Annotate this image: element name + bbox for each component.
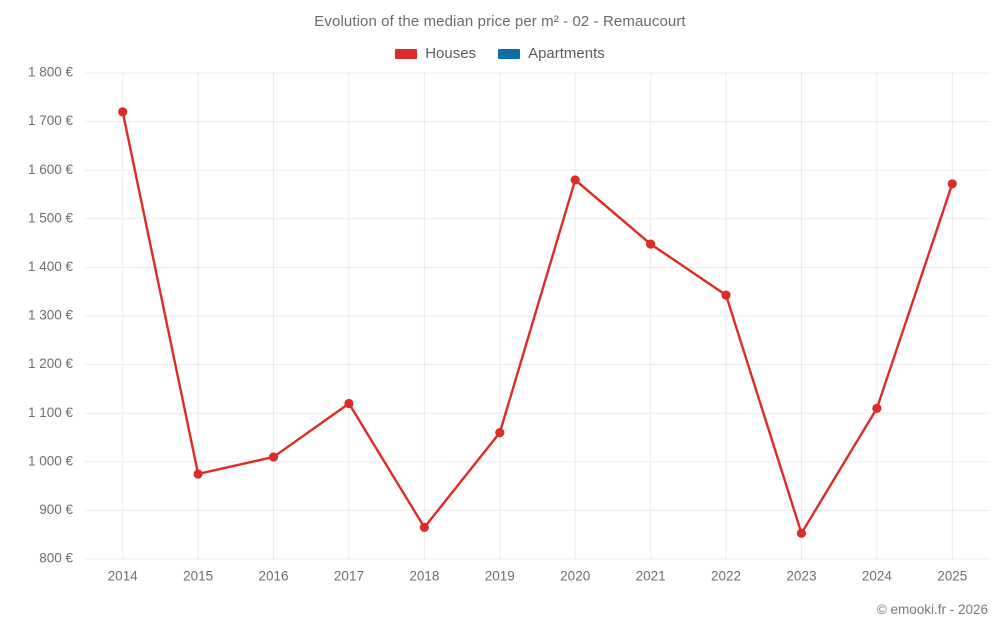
legend-label-apartments: Apartments xyxy=(528,45,605,62)
data-point[interactable] xyxy=(344,398,354,409)
chart-title: Evolution of the median price per m² - 0… xyxy=(314,13,686,30)
y-axis-tick-label: 1 700 € xyxy=(28,113,74,128)
legend-swatch-houses xyxy=(395,48,418,59)
data-point[interactable] xyxy=(796,528,807,538)
series-line-houses xyxy=(121,110,954,535)
legend-item-houses[interactable]: Houses xyxy=(395,45,476,62)
data-point[interactable] xyxy=(646,239,656,249)
x-axis-tick-label: 2016 xyxy=(259,569,289,584)
data-point[interactable] xyxy=(268,452,279,462)
data-point[interactable] xyxy=(947,179,957,189)
data-point[interactable] xyxy=(872,403,882,413)
data-point[interactable] xyxy=(721,290,731,300)
legend-swatch-apartments xyxy=(498,48,521,59)
x-axis-tick-label: 2015 xyxy=(183,569,213,584)
x-axis-tick-label: 2022 xyxy=(711,569,741,584)
x-axis-tick-label: 2025 xyxy=(937,569,967,584)
chart-legend: Houses Apartments xyxy=(0,45,1000,62)
x-axis-tick-label: 2018 xyxy=(409,569,439,584)
x-axis-tick-label: 2019 xyxy=(485,569,515,584)
y-axis-tick-label: 1 200 € xyxy=(28,356,74,371)
y-axis-tick-label: 1 800 € xyxy=(28,65,74,80)
y-axis-tick-label: 900 € xyxy=(39,502,73,517)
x-axis-tick-label: 2023 xyxy=(786,569,816,584)
data-point[interactable] xyxy=(570,175,580,185)
data-point[interactable] xyxy=(193,469,203,479)
x-axis-tick-label: 2014 xyxy=(108,569,139,584)
legend-label-houses: Houses xyxy=(425,45,477,62)
x-axis-tick-label: 2017 xyxy=(334,569,364,584)
y-axis-tick-label: 1 400 € xyxy=(28,259,74,274)
x-axis-tick-label: 2020 xyxy=(560,569,590,584)
legend-item-apartments[interactable]: Apartments xyxy=(498,45,605,62)
data-point[interactable] xyxy=(495,428,505,438)
y-axis-tick-label: 1 100 € xyxy=(28,405,74,420)
data-point[interactable] xyxy=(118,107,128,117)
x-axis-tick-label: 2021 xyxy=(636,569,666,584)
y-axis-tick-label: 1 000 € xyxy=(28,453,74,468)
y-axis-tick-label: 800 € xyxy=(39,551,73,566)
copyright-credit: © emooki.fr - 2026 xyxy=(876,602,988,617)
data-point[interactable] xyxy=(419,522,429,533)
x-axis-tick-label: 2024 xyxy=(862,569,893,584)
y-axis-tick-label: 1 500 € xyxy=(28,210,74,225)
y-axis-tick-label: 1 600 € xyxy=(28,162,74,177)
y-axis-tick-label: 1 300 € xyxy=(28,308,74,323)
